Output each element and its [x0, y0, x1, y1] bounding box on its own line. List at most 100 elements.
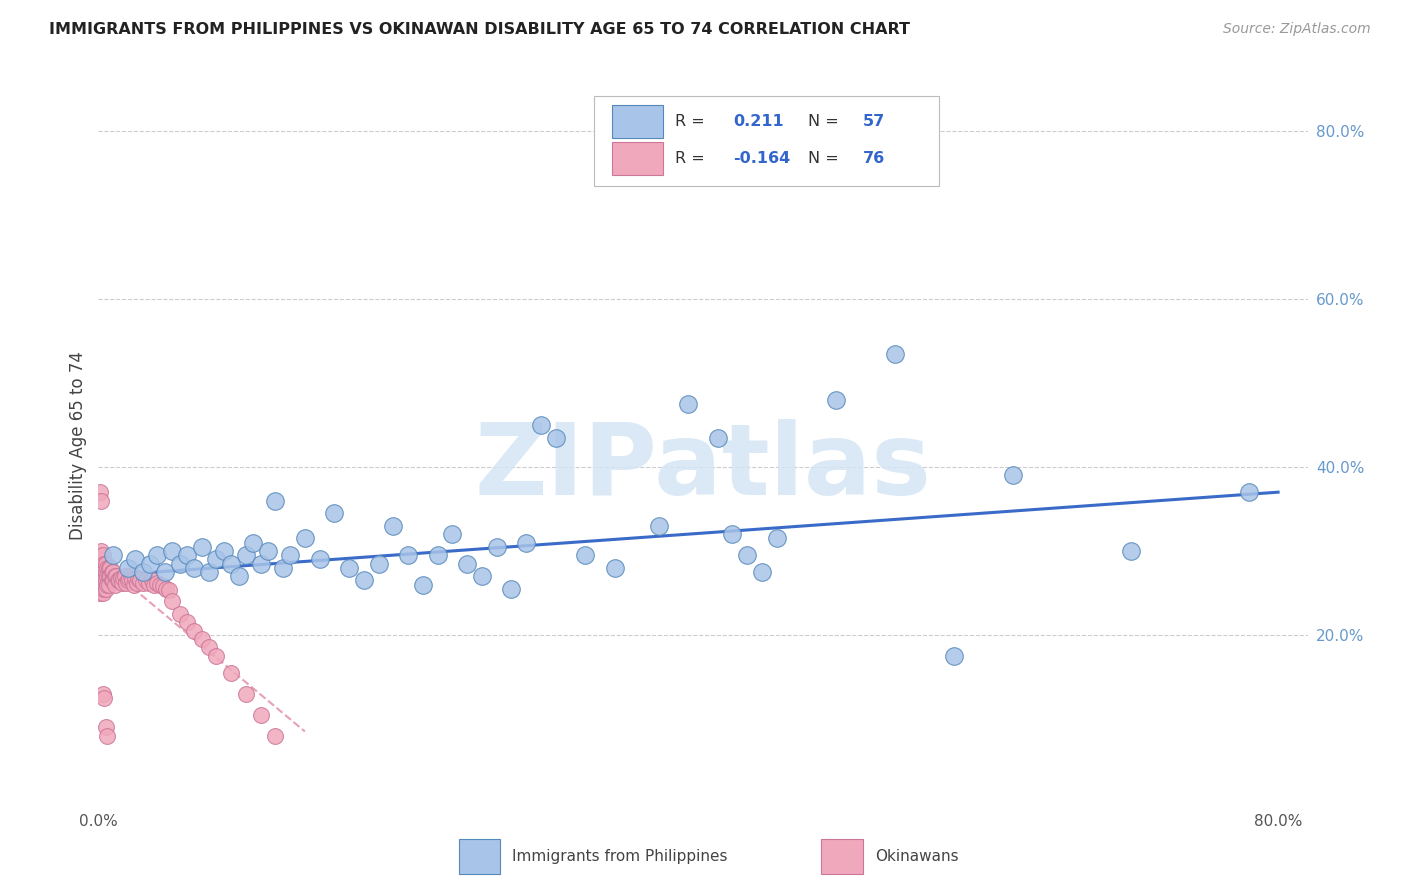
- Point: [735, 548, 758, 562]
- Point: [198, 640, 221, 655]
- Point: [89, 586, 111, 600]
- Point: [235, 548, 257, 562]
- Point: [157, 583, 180, 598]
- Point: [648, 518, 671, 533]
- Point: [426, 548, 449, 562]
- Point: [90, 557, 112, 571]
- Text: Source: ZipAtlas.com: Source: ZipAtlas.com: [1223, 22, 1371, 37]
- Point: [120, 569, 142, 583]
- Point: [114, 569, 136, 583]
- Point: [169, 557, 191, 571]
- Point: [1001, 468, 1024, 483]
- Point: [117, 560, 139, 574]
- Point: [91, 577, 114, 591]
- Point: [678, 397, 700, 411]
- Point: [90, 493, 112, 508]
- Point: [176, 615, 198, 630]
- Point: [93, 565, 115, 579]
- Point: [323, 506, 346, 520]
- Point: [152, 579, 174, 593]
- Point: [141, 574, 163, 588]
- Point: [1119, 544, 1142, 558]
- Point: [97, 577, 120, 591]
- Point: [471, 569, 494, 583]
- Point: [257, 544, 280, 558]
- Text: N =: N =: [808, 151, 844, 166]
- Point: [89, 577, 111, 591]
- Point: [264, 493, 287, 508]
- Point: [94, 582, 117, 596]
- Point: [122, 577, 145, 591]
- Point: [278, 548, 301, 562]
- Point: [353, 574, 375, 588]
- Point: [212, 544, 235, 558]
- Point: [205, 648, 228, 663]
- Point: [190, 540, 212, 554]
- Point: [337, 560, 360, 574]
- Point: [111, 575, 134, 590]
- Point: [367, 557, 389, 571]
- Point: [228, 569, 250, 583]
- Point: [124, 552, 146, 566]
- Text: R =: R =: [675, 151, 710, 166]
- Point: [94, 557, 117, 571]
- FancyBboxPatch shape: [458, 838, 501, 874]
- Point: [205, 552, 228, 566]
- Point: [603, 560, 626, 574]
- Point: [96, 729, 118, 743]
- Point: [883, 346, 905, 360]
- Point: [91, 560, 114, 574]
- Text: IMMIGRANTS FROM PHILIPPINES VS OKINAWAN DISABILITY AGE 65 TO 74 CORRELATION CHAR: IMMIGRANTS FROM PHILIPPINES VS OKINAWAN …: [49, 22, 910, 37]
- Point: [382, 518, 405, 533]
- Point: [271, 560, 294, 574]
- Point: [89, 565, 111, 579]
- Point: [183, 624, 205, 638]
- Point: [121, 574, 143, 588]
- Point: [198, 565, 221, 579]
- Point: [91, 569, 114, 583]
- Point: [131, 575, 153, 590]
- Point: [93, 574, 115, 588]
- Point: [110, 571, 132, 585]
- Point: [125, 575, 148, 590]
- Point: [107, 574, 129, 588]
- Point: [396, 548, 419, 562]
- Point: [93, 582, 115, 596]
- Point: [100, 574, 122, 588]
- Point: [501, 582, 523, 596]
- Point: [127, 571, 149, 585]
- Point: [91, 687, 114, 701]
- Point: [100, 565, 122, 579]
- Point: [824, 392, 846, 407]
- Point: [124, 571, 146, 585]
- Point: [89, 485, 111, 500]
- Point: [97, 569, 120, 583]
- Point: [98, 560, 121, 574]
- Point: [94, 720, 117, 734]
- Point: [96, 560, 118, 574]
- FancyBboxPatch shape: [595, 96, 939, 186]
- Text: -0.164: -0.164: [734, 151, 790, 166]
- Point: [242, 535, 264, 549]
- Point: [108, 574, 131, 588]
- Point: [294, 532, 316, 546]
- Point: [153, 565, 176, 579]
- Point: [89, 548, 111, 562]
- Point: [544, 431, 567, 445]
- Point: [249, 557, 271, 571]
- Point: [97, 560, 120, 574]
- Point: [942, 648, 965, 663]
- Point: [146, 548, 169, 562]
- Point: [530, 417, 553, 432]
- Point: [94, 574, 117, 588]
- Text: 57: 57: [863, 114, 884, 128]
- Point: [765, 532, 787, 546]
- Point: [101, 574, 124, 588]
- Point: [190, 632, 212, 646]
- Point: [117, 574, 139, 588]
- FancyBboxPatch shape: [821, 838, 863, 874]
- Point: [176, 548, 198, 562]
- Point: [143, 577, 166, 591]
- Point: [89, 557, 111, 571]
- Point: [160, 594, 183, 608]
